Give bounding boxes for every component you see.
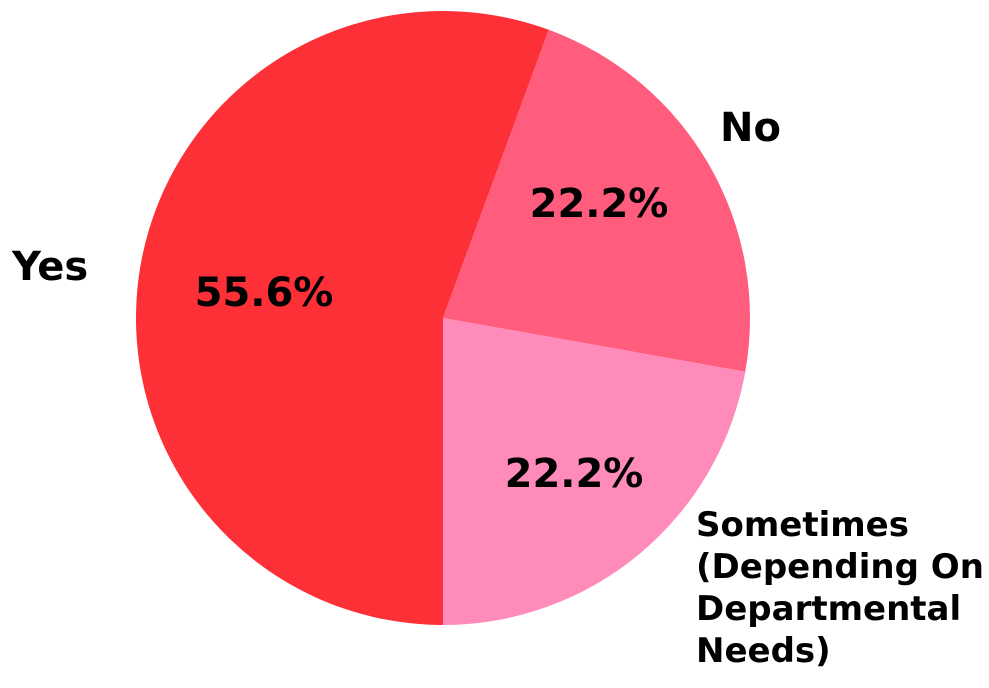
pie-slice-yes <box>135 10 549 626</box>
pct-label-no: 22.2% <box>530 181 669 227</box>
slice-label-sometimes-line-1: Sometimes <box>696 505 909 545</box>
pie-slice-no <box>443 29 750 372</box>
pct-label-yes: 55.6% <box>195 270 334 316</box>
slice-label-sometimes-line-2: (Depending On <box>696 547 984 587</box>
pie-slices <box>135 10 750 626</box>
slice-label-sometimes-line-4: Needs) <box>696 631 831 671</box>
pct-label-sometimes: 22.2% <box>505 451 644 497</box>
slice-label-no: No <box>720 105 781 151</box>
slice-label-sometimes-line-3: Departmental <box>696 589 961 629</box>
slice-label-sometimes: Sometimes (Depending On Departmental Nee… <box>696 505 989 671</box>
slice-label-yes: Yes <box>11 244 88 290</box>
pie-slice-sometimes <box>443 318 746 625</box>
